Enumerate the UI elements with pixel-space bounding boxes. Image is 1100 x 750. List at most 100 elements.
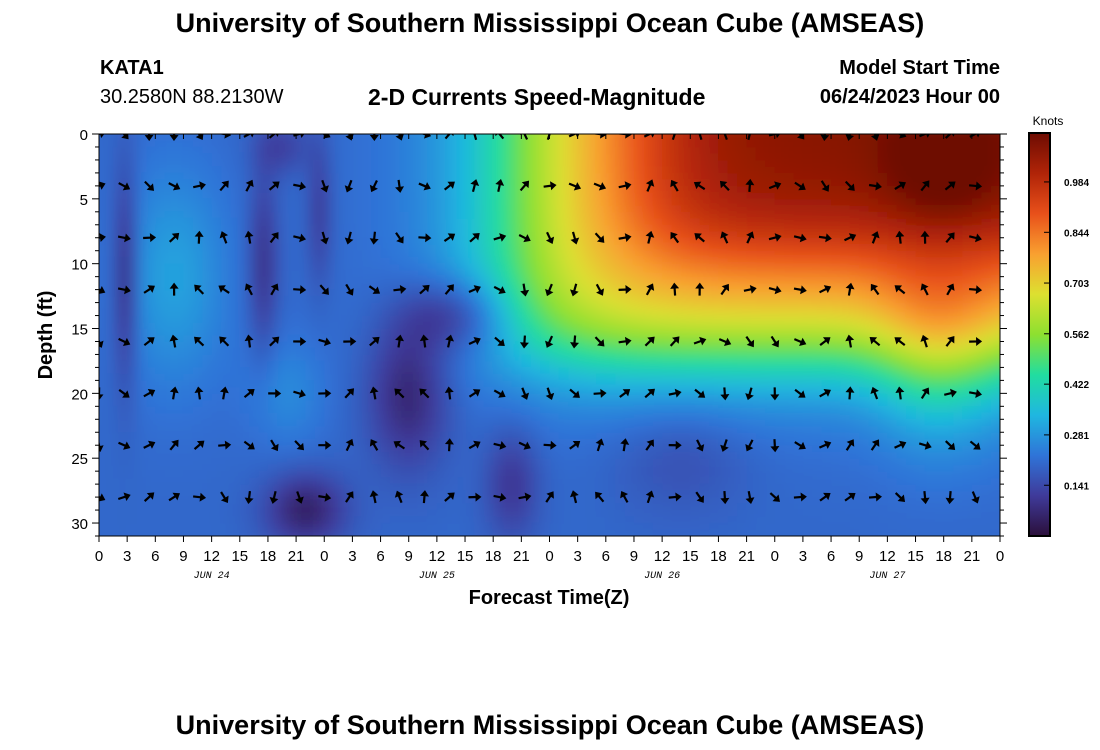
heatmap-cell <box>136 445 147 453</box>
heatmap-cell <box>258 159 269 168</box>
heatmap-cell <box>718 386 729 394</box>
heatmap-cell <box>530 244 541 252</box>
heatmap-cell <box>680 510 691 518</box>
heatmap-cell <box>127 464 138 472</box>
heatmap-cell <box>239 263 250 271</box>
heatmap-cell <box>709 231 720 239</box>
heatmap-cell <box>80 471 90 478</box>
heatmap-cell <box>258 458 269 466</box>
heatmap-cell <box>690 412 701 420</box>
heatmap-cell <box>286 360 297 369</box>
heatmap-cell <box>99 341 109 349</box>
heatmap-cell <box>502 205 513 213</box>
heatmap-cell <box>211 386 222 394</box>
heatmap-cell <box>352 296 363 304</box>
heatmap-cell <box>324 516 335 524</box>
heatmap-cell <box>380 406 391 414</box>
heatmap-cell <box>352 257 363 265</box>
heatmap-cell <box>624 432 635 440</box>
heatmap-cell <box>709 335 720 343</box>
heatmap-cell <box>624 185 635 193</box>
heatmap-cell <box>727 477 738 485</box>
heatmap-cell <box>277 335 288 343</box>
heatmap-cell <box>155 503 166 511</box>
heatmap-cell <box>99 146 100 155</box>
heatmap-cell <box>455 179 466 187</box>
heatmap-cell <box>465 347 476 356</box>
heatmap-cell <box>483 335 494 343</box>
heatmap-cell <box>633 289 644 297</box>
heatmap-cell <box>333 516 344 524</box>
heatmap-cell <box>493 354 504 362</box>
heatmap-cell <box>633 302 644 310</box>
heatmap-cell <box>577 510 588 518</box>
heatmap-cell <box>643 244 654 252</box>
heatmap-cell <box>765 451 776 459</box>
heatmap-cell <box>474 296 485 304</box>
heatmap-cell <box>605 497 616 505</box>
heatmap-cell <box>408 283 419 291</box>
heatmap-cell <box>615 464 626 472</box>
heatmap-cell <box>680 328 691 336</box>
heatmap-cell <box>249 205 260 213</box>
heatmap-cell <box>483 503 494 511</box>
heatmap-cell <box>249 471 260 479</box>
heatmap-cell <box>530 529 541 536</box>
heatmap-cell <box>587 399 598 407</box>
heatmap-cell <box>596 523 607 531</box>
heatmap-cell <box>774 302 785 310</box>
heatmap-cell <box>765 497 776 505</box>
heatmap-cell <box>446 458 457 466</box>
heatmap-cell <box>155 523 166 531</box>
heatmap-cell <box>643 542 653 549</box>
heatmap-cell <box>267 328 278 336</box>
heatmap-cell <box>511 412 522 420</box>
heatmap-cell <box>483 471 494 479</box>
heatmap-cell <box>164 529 175 536</box>
heatmap-cell <box>511 263 522 271</box>
heatmap-cell <box>117 335 128 343</box>
heatmap-cell <box>333 386 344 394</box>
heatmap-cell <box>633 490 644 498</box>
heatmap-cell <box>389 231 400 239</box>
heatmap-cell <box>108 386 119 394</box>
heatmap-cell <box>277 367 288 375</box>
heatmap-cell <box>709 347 720 356</box>
heatmap-cell <box>540 536 550 543</box>
heatmap-cell <box>117 380 128 388</box>
heatmap-cell <box>305 464 316 472</box>
heatmap-cell <box>436 153 447 161</box>
heatmap-cell <box>99 172 109 180</box>
heatmap-cell <box>361 406 372 414</box>
heatmap-cell <box>164 218 175 226</box>
heatmap-cell <box>380 523 391 531</box>
heatmap-cell <box>183 121 193 128</box>
heatmap-cell <box>361 412 372 420</box>
heatmap-cell <box>277 477 288 485</box>
heatmap-cell <box>633 205 644 213</box>
heatmap-cell <box>755 529 766 536</box>
heatmap-cell <box>127 497 138 505</box>
heatmap-cell <box>502 380 513 388</box>
heatmap-cell <box>164 263 175 271</box>
heatmap-cell <box>117 484 128 492</box>
heatmap-cell <box>596 166 607 174</box>
heatmap-cell <box>277 309 288 317</box>
heatmap-cell <box>361 471 372 479</box>
heatmap-cell <box>483 289 494 297</box>
heatmap-cell <box>774 393 785 401</box>
heatmap-cell <box>202 250 213 258</box>
heatmap-cell <box>108 153 119 161</box>
heatmap-cell <box>690 289 701 297</box>
heatmap-cell <box>389 412 400 420</box>
heatmap-cell <box>633 296 644 304</box>
heatmap-cell <box>587 347 598 356</box>
heatmap-cell <box>662 289 673 297</box>
heatmap-cell <box>568 432 579 440</box>
heatmap-cell <box>287 536 297 543</box>
heatmap-cell <box>671 309 682 317</box>
heatmap-cell <box>221 347 231 356</box>
heatmap-cell <box>80 413 90 420</box>
heatmap-cell <box>427 322 438 330</box>
heatmap-cell <box>700 536 710 543</box>
